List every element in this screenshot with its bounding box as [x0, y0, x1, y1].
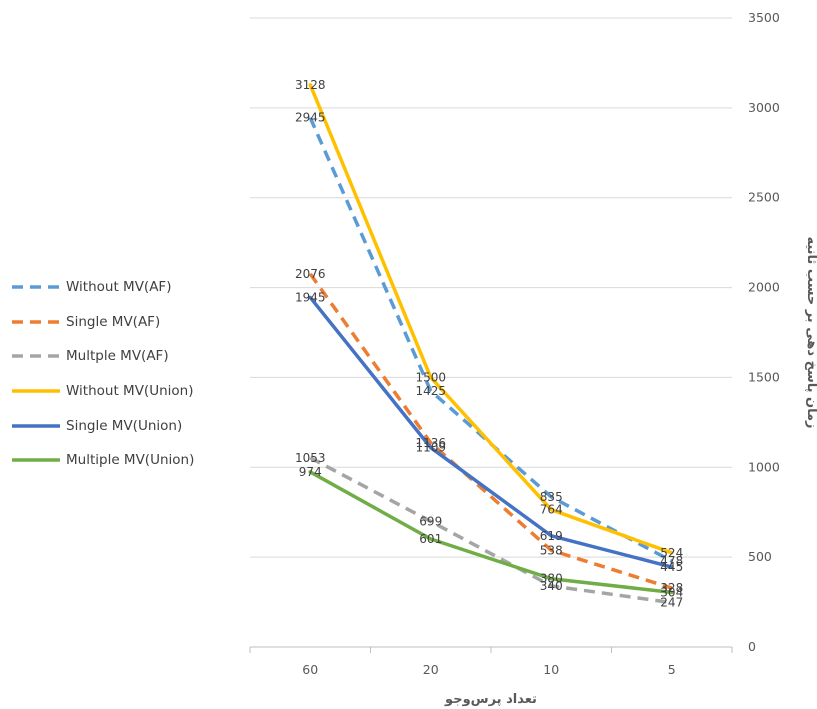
x-tick-label: 20 — [423, 662, 439, 677]
y-tick-label: 2000 — [748, 280, 780, 295]
data-label: 3128 — [295, 78, 326, 92]
data-label: 478 — [660, 554, 683, 568]
data-label: 1053 — [295, 451, 326, 465]
y-tick-label: 1000 — [748, 459, 780, 474]
y-tick-label: 500 — [748, 549, 772, 564]
data-label: 247 — [660, 596, 683, 610]
legend-swatch — [12, 354, 60, 359]
data-label: 764 — [540, 503, 563, 517]
data-label: 835 — [540, 490, 563, 504]
series-line-2 — [308, 272, 673, 590]
y-tick-label: 3000 — [748, 100, 780, 115]
data-label: 601 — [419, 532, 442, 546]
legend-label: Multiple MV(Union) — [66, 452, 195, 469]
data-label: 328 — [660, 581, 683, 595]
data-label: 974 — [299, 465, 322, 479]
legend-label: Without MV(Union) — [66, 383, 194, 400]
x-tick-label: 10 — [543, 662, 559, 677]
series-line-4 — [308, 83, 674, 555]
x-tick-label: 60 — [302, 662, 318, 677]
data-label: 699 — [419, 514, 442, 528]
y-tick-label: 1500 — [748, 369, 780, 384]
series-line-3 — [309, 456, 672, 605]
legend-item: Single MV(AF) — [10, 305, 194, 340]
data-label: 2945 — [295, 111, 326, 125]
data-label: 1109 — [415, 441, 446, 455]
data-label: 2076 — [295, 267, 326, 281]
legend-label: Single MV(Union) — [66, 417, 183, 434]
x-axis: 60 20 10 5 — [249, 647, 733, 677]
data-label: 445 — [660, 560, 683, 574]
data-label: 619 — [540, 529, 563, 543]
legend-swatch — [12, 320, 60, 324]
data-label: 380 — [540, 572, 563, 586]
series-line-1 — [308, 117, 673, 563]
data-label: 304 — [660, 585, 683, 599]
legend-label: Multple MV(AF) — [66, 348, 169, 365]
data-label: 340 — [540, 579, 563, 593]
legend-swatch — [12, 389, 60, 393]
legend-swatch — [12, 423, 60, 428]
data-label: 1945 — [295, 290, 326, 304]
legend-item: Multiple MV(Union) — [10, 443, 194, 478]
data-label: 1500 — [415, 370, 446, 384]
y-axis-ticks: 0 500 1000 1500 2000 2500 3000 3500 — [748, 10, 780, 654]
data-label: 1136 — [415, 436, 446, 450]
data-label: 1425 — [415, 384, 446, 398]
legend-label: Without MV(AF) — [66, 279, 172, 296]
legend-item: Without MV(AF) — [10, 270, 194, 305]
legend-swatch — [12, 458, 60, 463]
legend: Without MV(AF) Single MV(AF) Multple MV(AF… — [10, 270, 194, 478]
x-axis-title: تعداد پرس‌وجو — [444, 692, 537, 707]
legend-label: Single MV(AF) — [66, 313, 161, 330]
series-lines — [308, 83, 674, 605]
y-axis-title: زمان پاسخ دهی بر حسب ثانیه — [804, 236, 817, 428]
series-line-5 — [308, 295, 674, 569]
series-line-6 — [308, 470, 674, 595]
legend-swatch — [12, 285, 60, 290]
legend-item: Multple MV(AF) — [10, 339, 194, 374]
y-tick-label: 0 — [748, 639, 756, 654]
legend-item: Single MV(Union) — [10, 408, 194, 443]
data-labels: 2945 1425 835 478 2076 1136 538 328 1053 699 340 24… — [295, 78, 683, 610]
y-tick-label: 3500 — [748, 10, 780, 25]
y-tick-label: 2500 — [748, 190, 780, 205]
data-label: 524 — [660, 546, 683, 560]
data-label: 538 — [540, 543, 563, 557]
legend-item: Without MV(Union) — [10, 374, 194, 409]
x-tick-label: 5 — [668, 662, 676, 677]
